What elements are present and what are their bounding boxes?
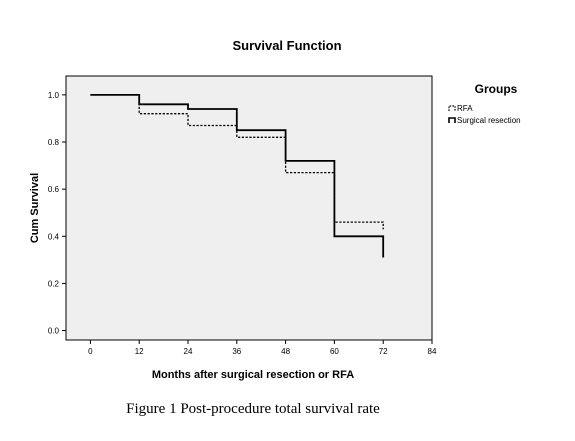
x-tick-label: 12	[135, 347, 144, 356]
y-tick-label: 0.4	[48, 232, 60, 241]
legend: Groups RFA Surgical resection	[448, 82, 521, 125]
x-axis-title: Months after surgical resection or RFA	[152, 369, 354, 381]
x-tick-label: 36	[232, 347, 241, 356]
series-layer	[90, 93, 385, 258]
legend-label: Surgical resection	[457, 116, 521, 125]
plot-area	[65, 75, 433, 341]
y-tick-label: 0.0	[48, 327, 60, 336]
x-tick-label: 60	[330, 347, 339, 356]
y-axis-title: Cum Survival	[29, 173, 41, 243]
figure-caption: Figure 1 Post-procedure total survival r…	[126, 401, 380, 417]
x-axis: 0 12 24 36 48 60 72 84	[88, 340, 437, 356]
y-tick-label: 0.6	[48, 185, 60, 194]
x-tick-label: 72	[379, 347, 388, 356]
y-tick-label: 0.2	[48, 279, 60, 288]
y-axis: 0.0 0.2 0.4 0.6 0.8 1.0	[48, 91, 66, 336]
x-tick-label: 48	[281, 347, 290, 356]
legend-swatch	[448, 105, 456, 111]
series-line-surgical-resection	[90, 93, 385, 258]
legend-swatch	[448, 117, 456, 123]
x-tick-label: 0	[88, 347, 93, 356]
x-tick-label: 24	[184, 347, 193, 356]
y-tick-label: 1.0	[48, 91, 60, 100]
y-tick-label: 0.8	[48, 138, 60, 147]
legend-title: Groups	[475, 82, 518, 96]
legend-label: RFA	[457, 104, 473, 113]
chart-title: Survival Function	[232, 38, 341, 53]
x-tick-label: 84	[428, 347, 437, 356]
